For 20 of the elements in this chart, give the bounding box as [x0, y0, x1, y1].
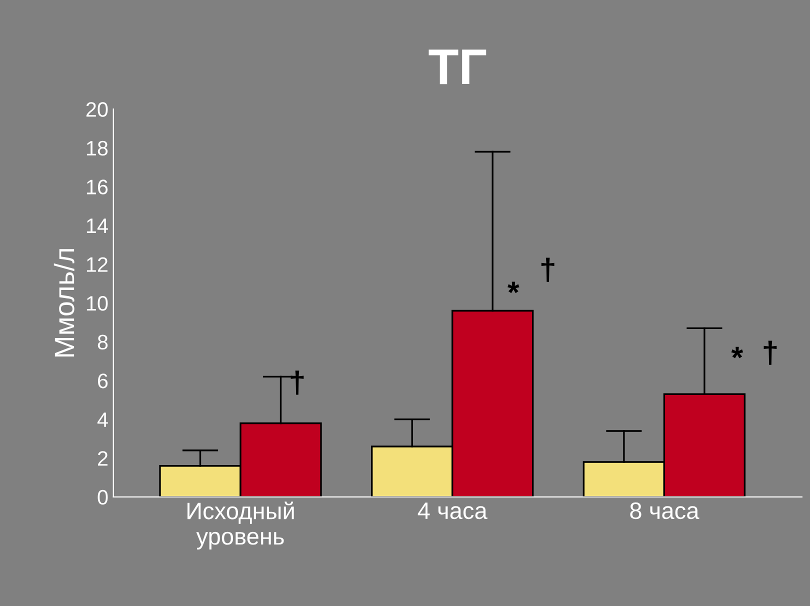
- y-tick-label: 4: [97, 412, 108, 427]
- chart-title: ТГ: [428, 50, 486, 84]
- y-tick-label: 12: [86, 257, 108, 272]
- y-tick-label: 0: [98, 490, 108, 505]
- y-tick-label: 8: [98, 334, 108, 350]
- annotation: *: [508, 282, 520, 294]
- x-tick-label: Исходный уровень: [188, 502, 294, 550]
- x-tick-label: 8 часа: [630, 502, 700, 520]
- y-tick-label: 6: [98, 374, 108, 388]
- annotation: †: [764, 340, 777, 365]
- y-tick-label: 16: [86, 180, 108, 194]
- y-tick-label: 14: [86, 218, 108, 233]
- y-tick-label: 20: [86, 102, 108, 117]
- x-tick-label: 4 часа: [418, 502, 488, 520]
- annotation: †: [541, 258, 554, 282]
- annotation: *: [731, 346, 744, 358]
- y-axis-title: Ммоль/л: [54, 249, 74, 357]
- y-tick-label: 2: [98, 451, 108, 466]
- y-tick-label: 10: [86, 296, 108, 311]
- y-tick-label: 18: [86, 140, 108, 156]
